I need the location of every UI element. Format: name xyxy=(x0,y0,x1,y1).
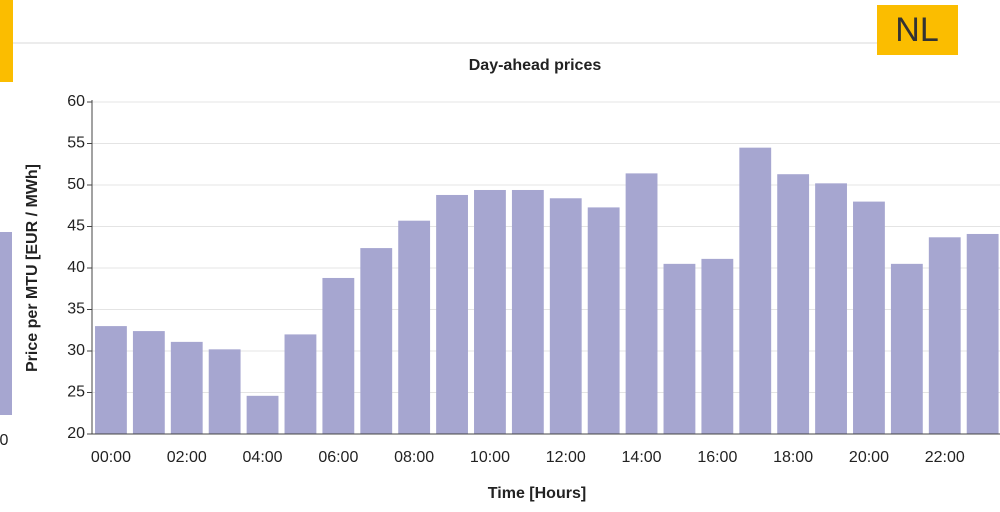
bar xyxy=(777,174,810,434)
x-tick-label: 18:00 xyxy=(773,449,813,466)
side-badge xyxy=(0,0,13,82)
bar xyxy=(549,198,582,434)
y-tick-label: 50 xyxy=(67,176,85,193)
x-tick-label: 10:00 xyxy=(470,449,510,466)
bar xyxy=(360,248,393,434)
bar xyxy=(701,258,734,434)
bar xyxy=(170,341,203,434)
country-badge xyxy=(877,5,958,55)
bar xyxy=(625,173,658,434)
bar xyxy=(322,277,355,434)
bar xyxy=(587,207,620,434)
side-tick-label: 0 xyxy=(0,432,9,449)
bar xyxy=(511,189,544,434)
x-tick-label: 22:00 xyxy=(925,449,965,466)
bar xyxy=(95,326,127,434)
y-tick-label: 40 xyxy=(67,259,85,276)
x-tick-label: 06:00 xyxy=(318,449,358,466)
bar xyxy=(853,201,885,434)
y-tick-label: 20 xyxy=(67,425,85,442)
x-tick-label: 14:00 xyxy=(622,449,662,466)
y-axis-label: Price per MTU [EUR / MWh] xyxy=(24,164,41,372)
bar xyxy=(474,189,506,434)
bar xyxy=(890,263,923,434)
y-tick-label: 25 xyxy=(67,384,85,401)
x-tick-label: 00:00 xyxy=(91,449,131,466)
bar xyxy=(928,237,961,434)
side-bar xyxy=(0,232,12,415)
country-label: NL xyxy=(895,11,938,49)
bar xyxy=(966,233,999,434)
bar xyxy=(284,334,317,434)
bar xyxy=(398,220,431,434)
chart-title: Day-ahead prices xyxy=(469,57,602,74)
y-tick-label: 60 xyxy=(67,93,85,110)
x-tick-label: 16:00 xyxy=(697,449,737,466)
bar xyxy=(246,395,279,434)
bar xyxy=(436,194,468,434)
plot-area: 20 25 30 35 40 45 50 55 60 00:00 02:00 04:00 06:00 08… xyxy=(67,93,1000,466)
y-tick-label: 45 xyxy=(67,218,85,235)
y-tick-label: 35 xyxy=(67,301,85,318)
x-tick-label: 04:00 xyxy=(243,449,283,466)
y-tick-label: 55 xyxy=(67,135,85,152)
y-tick-label: 30 xyxy=(67,342,85,359)
x-tick-label: 02:00 xyxy=(167,449,207,466)
bar xyxy=(132,331,165,434)
bar xyxy=(739,147,772,434)
x-axis-label: Time [Hours] xyxy=(488,485,586,502)
bar xyxy=(663,263,696,434)
x-tick-label: 08:00 xyxy=(394,449,434,466)
x-tick-label: 20:00 xyxy=(849,449,889,466)
bar xyxy=(208,349,241,434)
x-tick-label: 12:00 xyxy=(546,449,586,466)
bar xyxy=(815,183,847,434)
